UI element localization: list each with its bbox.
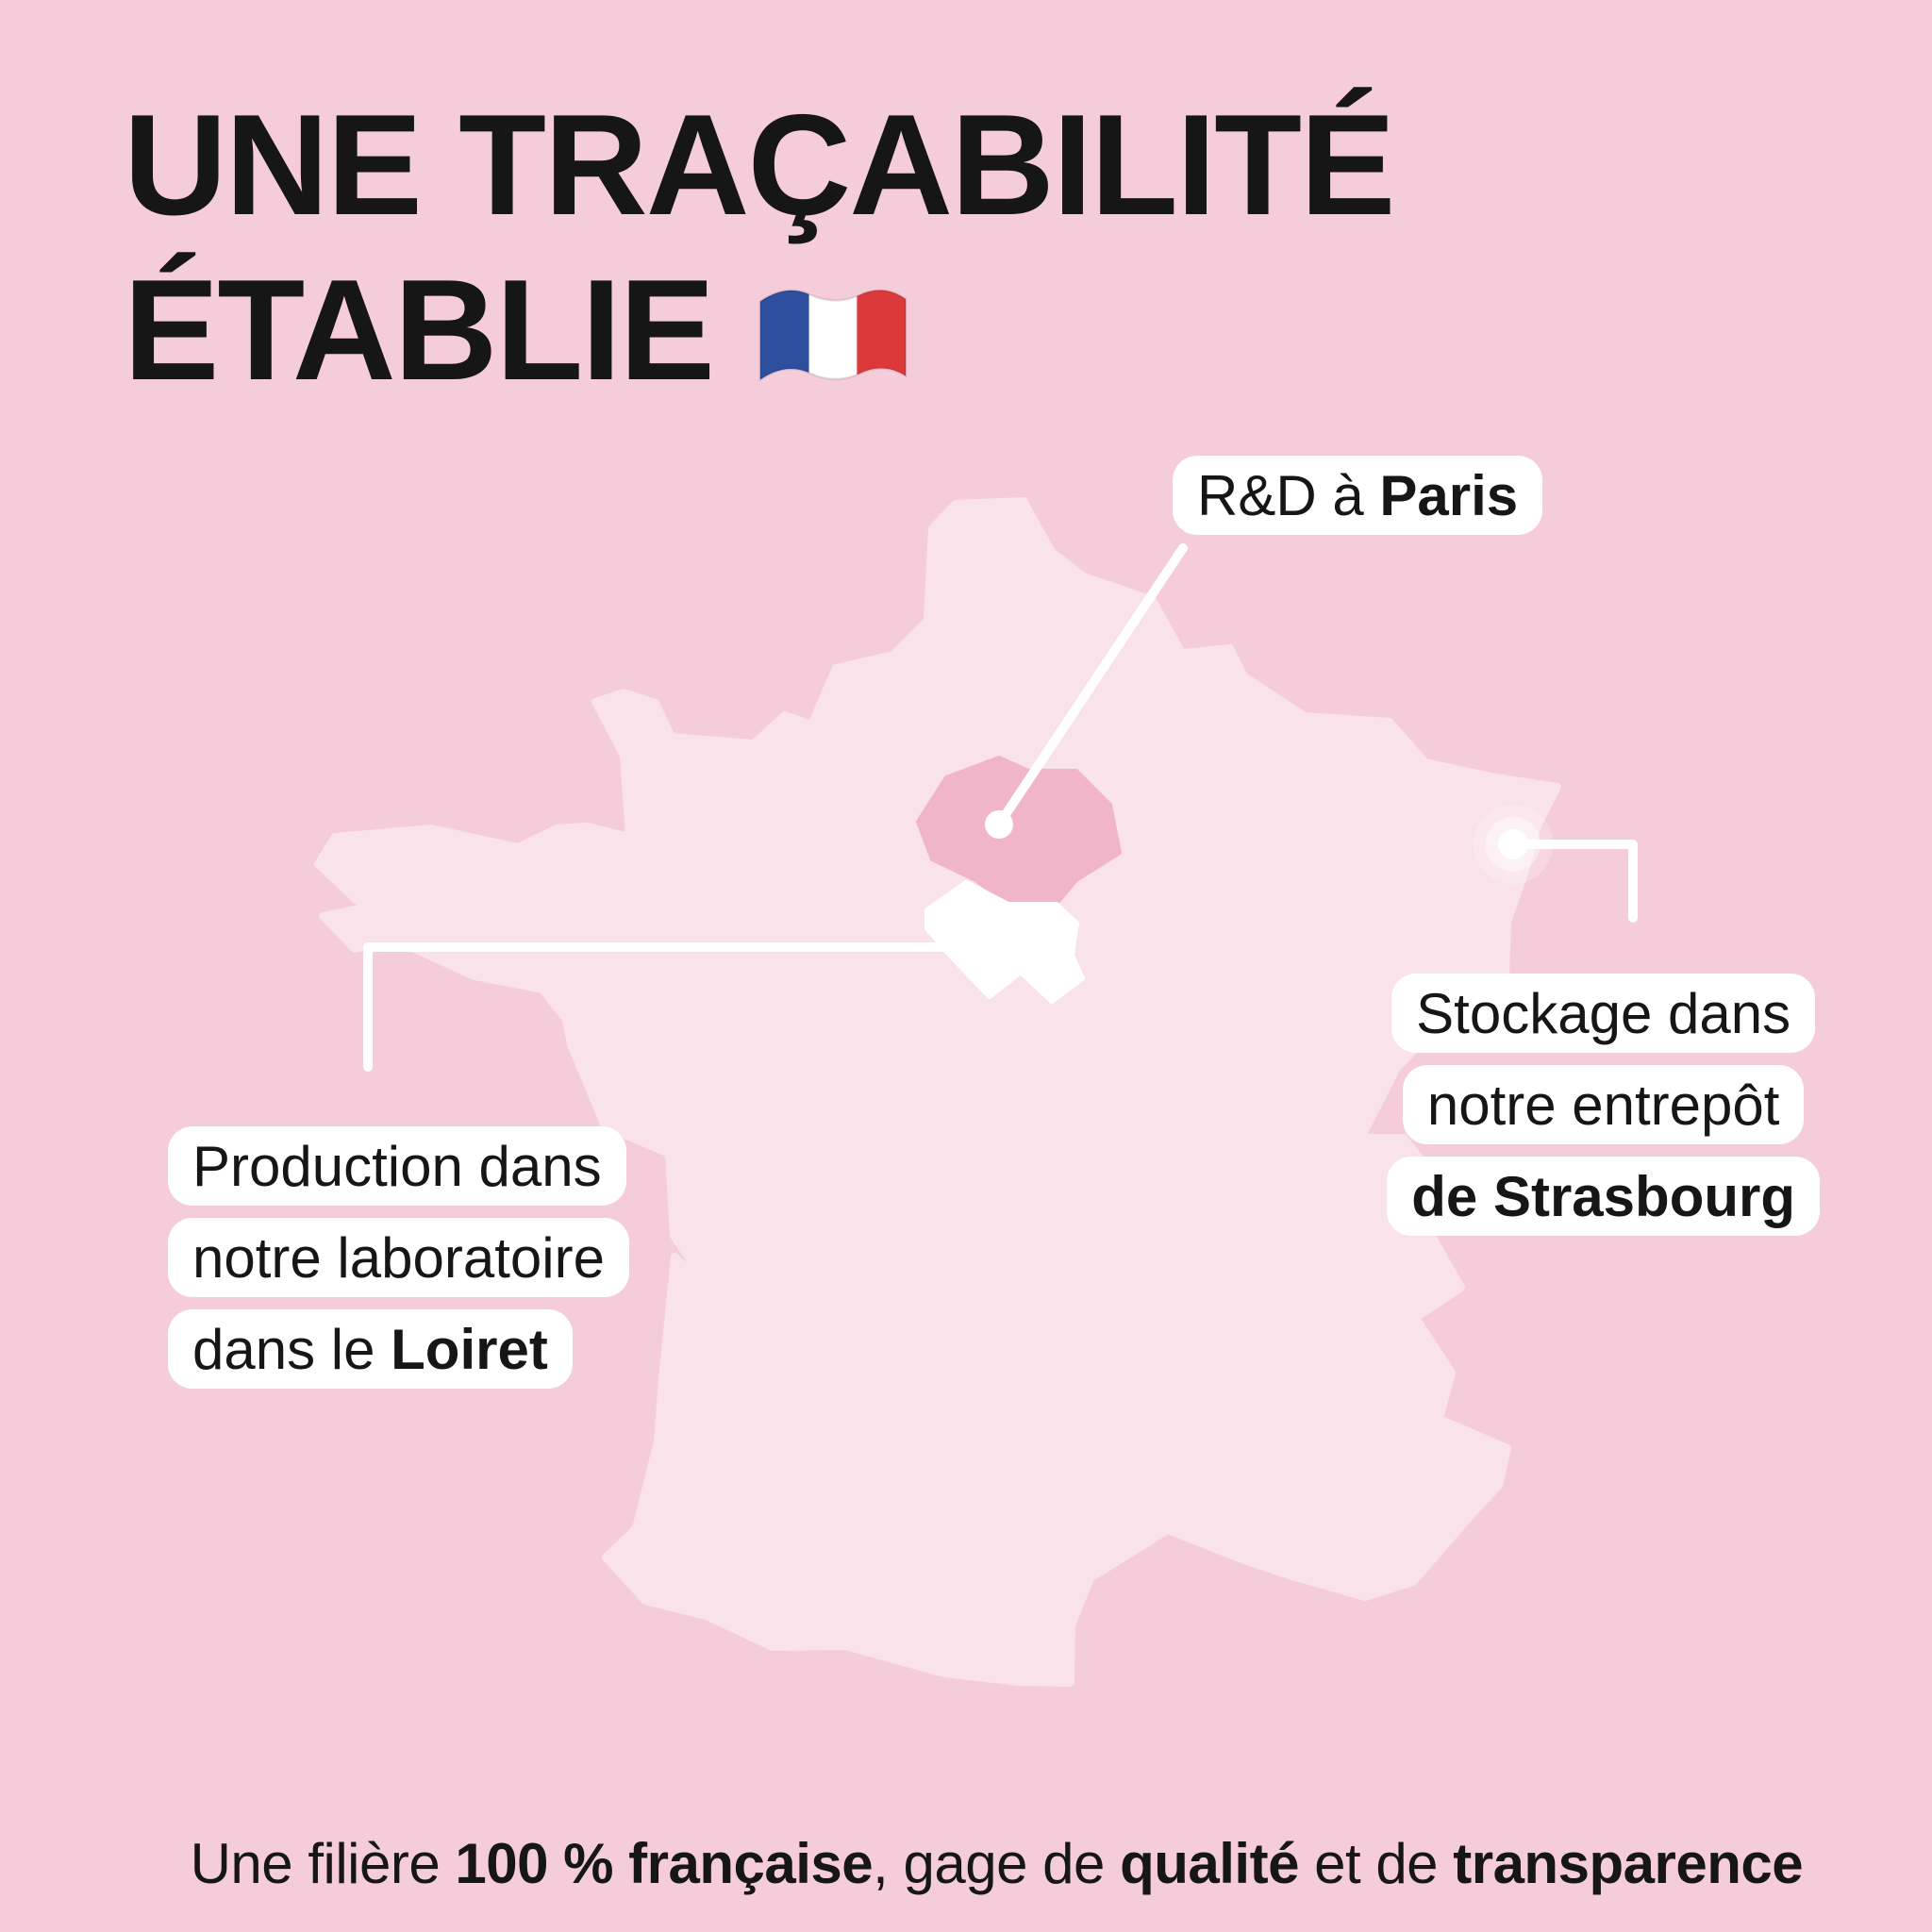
footer-part5: et de [1298,1832,1454,1895]
callout-storage-line3: de Strasbourg [1387,1157,1820,1236]
callout-production-line1: Production dans [168,1126,626,1206]
ile-de-france-region [916,756,1122,906]
footer-part1: Une filière [190,1832,456,1895]
footer-part3: , gage de [873,1832,1121,1895]
callout-storage-line2-text: notre entrepôt [1426,1073,1780,1137]
footer-part4: qualité [1120,1832,1299,1895]
callout-paris: R&D à Paris [1173,456,1543,535]
callout-production-line3-text: dans le [192,1317,391,1381]
footer-part6: transparence [1453,1832,1804,1895]
callout-storage-line1: Stockage dans [1391,974,1816,1053]
callout-paris-city: Paris [1379,463,1519,527]
footer-text: Une filière 100 % française, gage de qua… [0,1766,1932,1932]
callout-storage-line2: notre entrepôt [1402,1065,1805,1144]
production-connector-line [363,942,967,1072]
footer-part2: 100 % française [455,1832,874,1895]
loiret-region [924,880,1085,1004]
paris-marker [985,810,1013,839]
page-title: UNE TRAÇABILITÉ ÉTABLIE [124,83,1395,413]
strasbourg-marker [1474,805,1553,884]
callout-production-line2-text: notre laboratoire [192,1225,605,1290]
callout-storage-line1-text: Stockage dans [1416,981,1791,1045]
callout-storage: Stockage dans notre entrepôt de Strasbou… [1387,974,1820,1236]
france-outline [314,497,1561,1687]
callout-storage-place: de Strasbourg [1411,1164,1795,1228]
callout-production-place: Loiret [391,1317,548,1381]
callout-paris-text: R&D à [1197,463,1380,527]
paris-connector-line [994,543,1188,829]
storage-connector-line [1508,840,1638,923]
title-line2: ÉTABLIE [124,249,715,410]
callout-production-line1-text: Production dans [192,1134,602,1198]
callout-production-line3: dans le Loiret [168,1309,573,1389]
title-line1: UNE TRAÇABILITÉ [124,85,1395,245]
callout-production: Production dans notre laboratoire dans l… [168,1126,629,1389]
callout-production-line2: notre laboratoire [168,1218,629,1297]
france-flag-icon [758,289,908,382]
